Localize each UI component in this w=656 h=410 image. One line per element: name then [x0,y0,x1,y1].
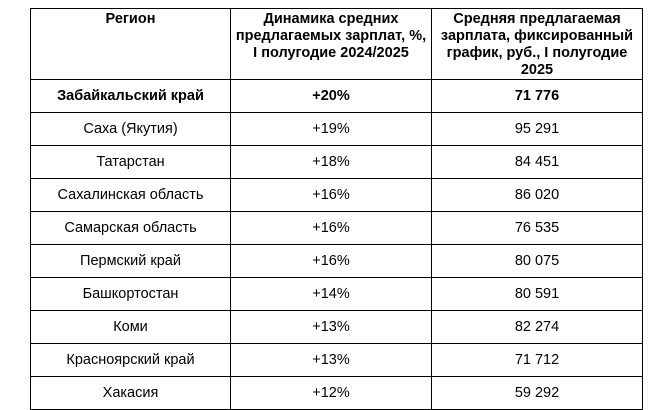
table-row: Красноярский край +13% 71 712 [30,343,643,377]
table-row: Самарская область +16% 76 535 [30,211,643,245]
dynamics-cell: +20% [230,79,432,113]
region-cell: Самарская область [30,211,231,245]
header-salary: Средняя предлагаемая зарплата, фиксирова… [431,8,643,80]
salary-cell: 80 075 [431,244,643,278]
salary-cell: 80 591 [431,277,643,311]
dynamics-cell: +16% [230,211,432,245]
table-row: Забайкальский край +20% 71 776 [30,79,643,113]
region-cell: Красноярский край [30,343,231,377]
header-row: Регион Динамика средних предлагаемых зар… [30,8,643,80]
table-row: Хакасия +12% 59 292 [30,376,643,410]
region-cell: Пермский край [30,244,231,278]
region-cell: Забайкальский край [30,79,231,113]
table-row: Сахалинская область +16% 86 020 [30,178,643,212]
region-cell: Саха (Якутия) [30,112,231,146]
salary-cell: 86 020 [431,178,643,212]
dynamics-cell: +14% [230,277,432,311]
salary-cell: 84 451 [431,145,643,179]
region-cell: Коми [30,310,231,344]
dynamics-cell: +12% [230,376,432,410]
header-dynamics: Динамика средних предлагаемых зарплат, %… [230,8,432,80]
salary-cell: 71 776 [431,79,643,113]
table-row: Коми +13% 82 274 [30,310,643,344]
region-cell: Татарстан [30,145,231,179]
header-region: Регион [30,8,231,80]
salary-cell: 59 292 [431,376,643,410]
salary-table: Регион Динамика средних предлагаемых зар… [30,8,643,410]
dynamics-cell: +13% [230,343,432,377]
table-row: Татарстан +18% 84 451 [30,145,643,179]
dynamics-cell: +16% [230,244,432,278]
region-cell: Башкортостан [30,277,231,311]
dynamics-cell: +16% [230,178,432,212]
salary-cell: 95 291 [431,112,643,146]
table-row: Пермский край +16% 80 075 [30,244,643,278]
salary-cell: 71 712 [431,343,643,377]
salary-cell: 82 274 [431,310,643,344]
dynamics-cell: +18% [230,145,432,179]
dynamics-cell: +13% [230,310,432,344]
dynamics-cell: +19% [230,112,432,146]
salary-cell: 76 535 [431,211,643,245]
region-cell: Хакасия [30,376,231,410]
table-row: Саха (Якутия) +19% 95 291 [30,112,643,146]
region-cell: Сахалинская область [30,178,231,212]
table-row: Башкортостан +14% 80 591 [30,277,643,311]
